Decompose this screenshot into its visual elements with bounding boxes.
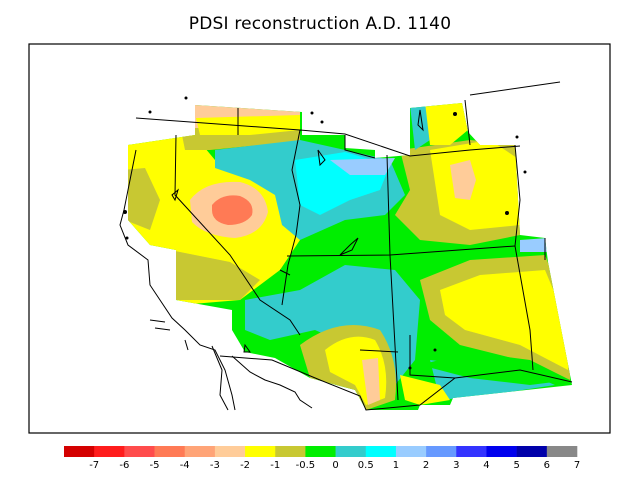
zone-olive-west xyxy=(128,168,160,230)
channel-islands xyxy=(149,319,171,331)
colorbar-swatch xyxy=(275,446,306,457)
colorbar-tick-label: 7 xyxy=(574,460,580,471)
state-line-ca-nv xyxy=(174,134,301,336)
lake-mead xyxy=(279,269,291,276)
water-bodies xyxy=(149,109,424,353)
colorbar-tick-label: -6 xyxy=(119,460,129,471)
zone-green-se xyxy=(420,352,570,385)
zone-olive-mid xyxy=(170,250,260,300)
state-line-or-id xyxy=(291,129,301,236)
zone-salmon-south xyxy=(362,358,380,405)
state-line-id-mt xyxy=(344,135,376,159)
colorbar-tick-label: -7 xyxy=(89,460,99,471)
zone-lightblue-se xyxy=(520,238,548,252)
colorbar-tick-label: 4 xyxy=(483,460,489,471)
colorbar-swatch xyxy=(426,446,457,457)
small-lakes xyxy=(123,96,527,370)
colorbar-tick-label: 3 xyxy=(453,460,459,471)
yellowstone-lake xyxy=(317,149,326,167)
colorbar-swatch xyxy=(335,446,367,457)
colorbar-tick-label: 0 xyxy=(332,460,338,471)
colorbar: -7 -6 -5 -4 -3 -2 -1 -0.5 0 0.5 1 2 3 4 5 6 7 xyxy=(64,446,580,471)
zone-yellow-ne xyxy=(430,140,520,230)
colorbar-tick-label: -0.5 xyxy=(296,460,316,471)
page-title: PDSI reconstruction A.D. 1140 xyxy=(188,14,452,34)
state-line-nd-sd xyxy=(464,99,471,146)
colorbar-tick-label: 6 xyxy=(544,460,550,471)
colorbar-swatch xyxy=(395,446,427,457)
colorbar-tick-label: 1 xyxy=(393,460,399,471)
colorbar-swatch xyxy=(486,446,517,457)
colorbar-swatch xyxy=(456,446,487,457)
state-line-canada-ne xyxy=(469,81,561,96)
zone-yellow-top xyxy=(196,115,300,135)
colorbar-tick-label: -4 xyxy=(180,460,190,471)
colorbar-tick-label: 5 xyxy=(513,460,519,471)
colorbar-swatch xyxy=(305,446,336,457)
colorbar-swatch xyxy=(94,446,125,457)
zone-orange-core xyxy=(212,195,253,225)
flathead-lake xyxy=(417,109,424,132)
state-line-az-nm xyxy=(359,349,399,353)
colorbar-swatch xyxy=(124,446,155,457)
zone-yellow-se-south xyxy=(400,375,450,405)
lake-tahoe xyxy=(171,188,179,202)
state-line-wy-south xyxy=(286,245,516,257)
great-salt-lake xyxy=(339,237,359,256)
colorbar-tick-label: -3 xyxy=(210,460,220,471)
gulf-of-california xyxy=(231,355,313,409)
mexico-border xyxy=(219,355,573,411)
colorbar-tick-label: 2 xyxy=(423,460,429,471)
colorbar-swatch xyxy=(365,446,397,457)
state-line-nv-ut xyxy=(281,234,297,306)
colorbar-swatch xyxy=(516,446,548,457)
canada-border xyxy=(135,117,521,157)
colorbar-tick-label: 0.5 xyxy=(358,460,374,471)
colorbar-swatch xyxy=(64,446,95,457)
zone-lightblue xyxy=(330,158,395,175)
zone-salmon-ne xyxy=(450,160,476,200)
colorbar-swatch xyxy=(184,446,216,457)
state-line-ne xyxy=(514,144,534,371)
colorbar-tick-label: -2 xyxy=(240,460,250,471)
zone-yellow-se xyxy=(440,270,570,370)
baja-coast-island xyxy=(184,339,189,351)
baja xyxy=(211,345,229,411)
pacific-coastline xyxy=(119,149,236,411)
colorbar-swatch xyxy=(245,446,276,457)
state-line-nm-tx xyxy=(409,335,456,379)
colorbar-tick-label: -1 xyxy=(270,460,280,471)
boundaries xyxy=(119,81,573,411)
colorbar-tick-label: -5 xyxy=(150,460,160,471)
colorbar-swatch xyxy=(214,446,246,457)
lake-powell xyxy=(243,343,251,353)
colorbar-swatch xyxy=(154,446,186,457)
colorbar-swatch xyxy=(546,446,578,457)
zone-yellow-ne-top xyxy=(425,103,468,145)
